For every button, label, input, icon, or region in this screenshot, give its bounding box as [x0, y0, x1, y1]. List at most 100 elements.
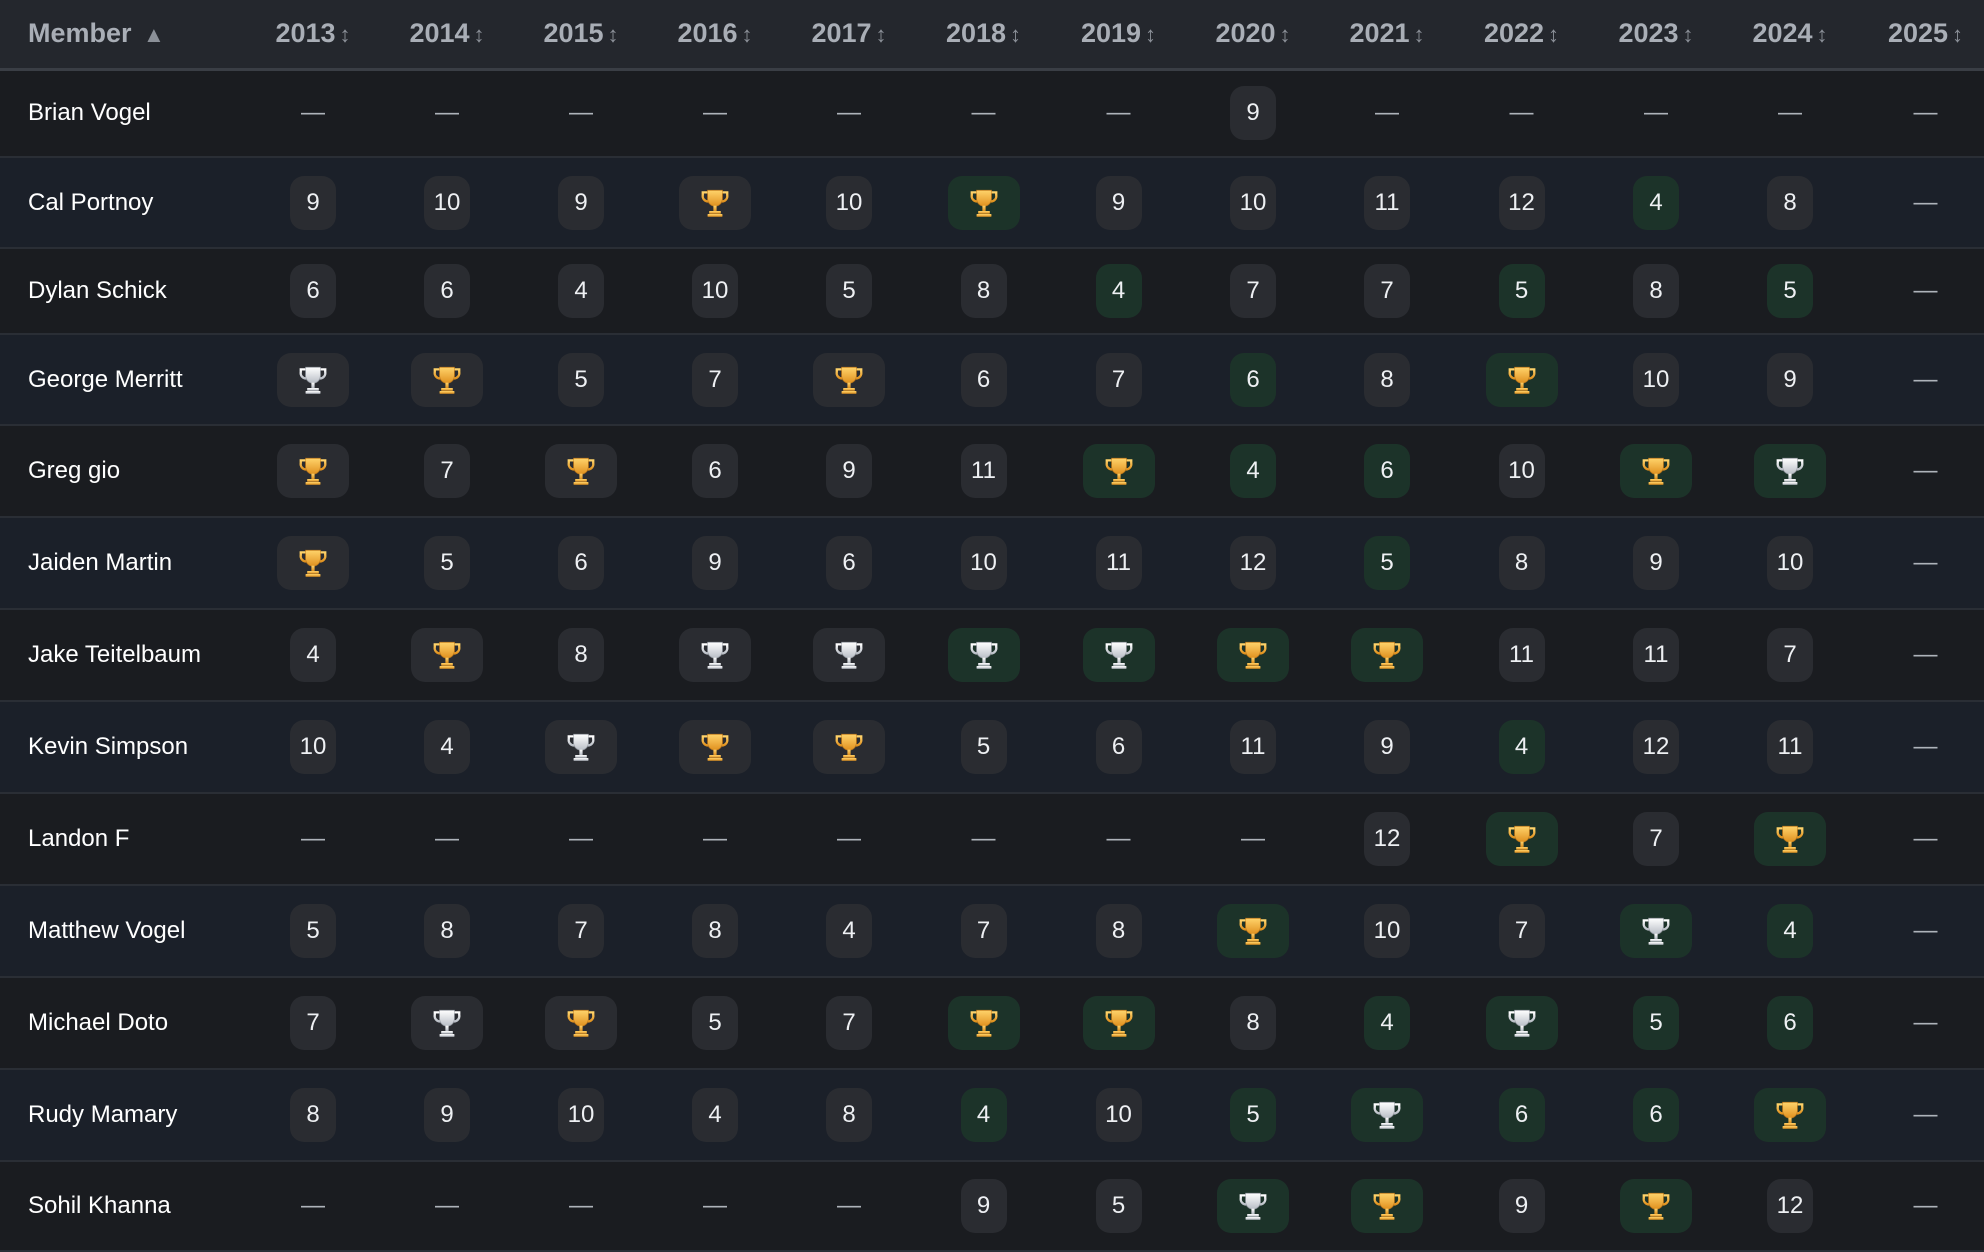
- sort-toggle-icon: ↕: [1816, 22, 1828, 48]
- gold-trophy-icon: [813, 352, 885, 407]
- empty-placeholder: —: [1913, 457, 1938, 484]
- year-cell: 9: [1723, 334, 1857, 425]
- rank-badge: 4: [1364, 996, 1410, 1050]
- rank-badge: 9: [692, 536, 738, 590]
- rank-badge: 8: [1767, 175, 1813, 230]
- rank-badge: 6: [1095, 720, 1142, 774]
- member-name: Jake Teitelbaum: [28, 641, 201, 668]
- year-cell: 10: [1454, 425, 1589, 517]
- rank-badge: 6: [558, 536, 604, 590]
- year-cell: 4: [648, 1069, 782, 1161]
- sort-toggle-icon: ↕: [339, 22, 351, 48]
- gold-trophy-icon: [947, 175, 1020, 230]
- year-cell: 7: [1589, 793, 1723, 885]
- empty-placeholder: —: [703, 1192, 727, 1219]
- silver-trophy-icon: [1754, 444, 1826, 498]
- column-header-year[interactable]: 2023 ↕: [1589, 0, 1723, 71]
- empty-placeholder: —: [837, 825, 861, 852]
- year-cell: —: [1857, 609, 1984, 701]
- column-header-year[interactable]: 2020 ↕: [1186, 0, 1320, 71]
- year-cell: 6: [1320, 425, 1454, 517]
- year-cell: —: [246, 69, 380, 157]
- year-cell: 8: [380, 885, 514, 977]
- year-cell: —: [1857, 517, 1984, 609]
- empty-placeholder: —: [435, 1192, 459, 1219]
- year-cell: —: [1857, 69, 1984, 157]
- rank-badge: 4: [1633, 175, 1679, 230]
- gold-trophy-icon: [545, 996, 617, 1050]
- year-cell: 9: [246, 157, 380, 248]
- rank-badge: 10: [826, 175, 872, 230]
- rank-badge: 11: [1767, 720, 1813, 774]
- rank-badge: 8: [290, 1088, 336, 1142]
- year-cell: [246, 334, 380, 425]
- year-cell: 8: [1320, 334, 1454, 425]
- column-header-year[interactable]: 2014 ↕: [380, 0, 514, 71]
- column-header-year[interactable]: 2025 ↕: [1857, 0, 1984, 71]
- sort-toggle-icon: ↕: [1682, 22, 1694, 48]
- rank-badge: 8: [960, 264, 1007, 318]
- year-cell: —: [1051, 69, 1186, 157]
- column-header-year[interactable]: 2018 ↕: [916, 0, 1051, 71]
- gold-trophy-icon: [679, 720, 751, 774]
- year-cell: [1051, 977, 1186, 1069]
- column-header-member[interactable]: Member ▲: [0, 0, 246, 71]
- rank-badge: 4: [826, 904, 872, 958]
- column-header-year[interactable]: 2015 ↕: [514, 0, 648, 71]
- column-header-year[interactable]: 2021 ↕: [1320, 0, 1454, 71]
- rank-badge: 7: [1095, 352, 1142, 407]
- sort-toggle-icon: ↕: [875, 22, 887, 48]
- empty-placeholder: —: [301, 825, 325, 852]
- column-header-year[interactable]: 2019 ↕: [1051, 0, 1186, 71]
- year-cell: 5: [648, 977, 782, 1069]
- rank-badge: 7: [558, 904, 604, 958]
- year-cell: 5: [1051, 1161, 1186, 1251]
- gold-trophy-icon: [411, 352, 483, 407]
- year-cell: —: [648, 69, 782, 157]
- table-row: Landon F — — — — — — — — 12 7 —: [0, 793, 1984, 885]
- empty-placeholder: —: [1644, 99, 1668, 127]
- rank-badge: 4: [424, 720, 470, 774]
- header-row: Member ▲ 2013 ↕ 2014 ↕ 2015 ↕ 2016 ↕ 2017 ↕ 2018 ↕ 2…: [0, 0, 1984, 71]
- year-cell: [380, 609, 514, 701]
- column-header-year[interactable]: 2013 ↕: [246, 0, 380, 71]
- rank-badge: 5: [290, 904, 336, 958]
- sort-toggle-icon: ↕: [1010, 22, 1022, 48]
- year-cell: —: [1454, 69, 1589, 157]
- rank-badge: 5: [424, 536, 470, 590]
- rank-badge: 4: [290, 628, 336, 682]
- column-header-year[interactable]: 2016 ↕: [648, 0, 782, 71]
- silver-trophy-icon: [947, 628, 1020, 682]
- member-name: Matthew Vogel: [28, 917, 186, 944]
- column-header-year[interactable]: 2017 ↕: [782, 0, 916, 71]
- gold-trophy-icon: [1620, 444, 1692, 498]
- rank-badge: 9: [1767, 352, 1813, 407]
- column-header-year[interactable]: 2022 ↕: [1454, 0, 1589, 71]
- year-cell: [648, 157, 782, 248]
- member-name: Greg gio: [28, 457, 121, 484]
- column-header-year[interactable]: 2024 ↕: [1723, 0, 1857, 71]
- year-cell: —: [1857, 334, 1984, 425]
- year-cell: 8: [1723, 157, 1857, 248]
- rank-badge: 5: [1767, 264, 1813, 318]
- empty-placeholder: —: [703, 99, 727, 127]
- rank-badge: 5: [558, 352, 604, 407]
- rank-badge: 6: [1364, 444, 1410, 498]
- year-cell: 11: [1723, 701, 1857, 793]
- gold-trophy-icon: [1754, 812, 1826, 866]
- year-cell: [782, 701, 916, 793]
- empty-placeholder: —: [1241, 825, 1265, 852]
- year-cell: 11: [1589, 609, 1723, 701]
- rank-badge: 6: [1498, 1088, 1545, 1142]
- empty-placeholder: —: [1913, 917, 1938, 944]
- year-cell: 8: [246, 1069, 380, 1161]
- year-cell: 7: [514, 885, 648, 977]
- table-row: Rudy Mamary 8 9 10 4 8 4 10 5 6 6 —: [0, 1069, 1984, 1161]
- rank-badge: 5: [960, 720, 1007, 774]
- rank-badge: 7: [1364, 264, 1410, 318]
- sort-toggle-icon: ↕: [741, 22, 753, 48]
- year-cell: 7: [1186, 248, 1320, 334]
- year-cell: 7: [1051, 334, 1186, 425]
- rank-badge: 8: [1364, 352, 1410, 407]
- member-name: Landon F: [28, 825, 130, 852]
